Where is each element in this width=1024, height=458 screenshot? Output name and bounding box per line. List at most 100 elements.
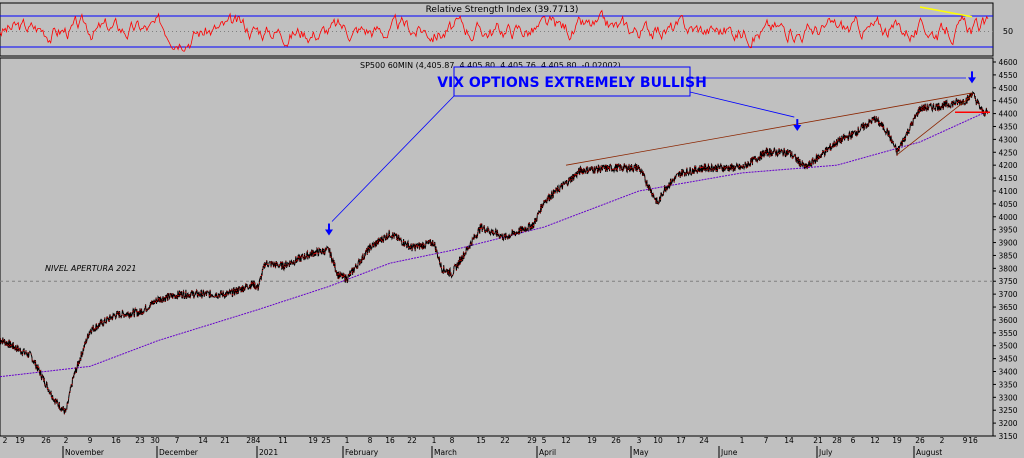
y-tick-label: 3800 [998, 264, 1017, 273]
x-month-label: November [65, 448, 105, 457]
rsi-panel: Relative Strength Index (39.7713) 50 [0, 2, 1013, 57]
x-tick-label: 3 [637, 436, 642, 445]
x-tick-label: 19 [892, 436, 902, 445]
x-tick-label: 24 [699, 436, 709, 445]
rsi-line [0, 9, 989, 52]
x-month-label: August [916, 448, 942, 457]
x-tick-label: 21 [220, 436, 230, 445]
x-axis-strip [0, 436, 993, 458]
arrow-head-icon [325, 229, 333, 236]
x-axis: 2 19 26 2 9 16 23 30 7 14 21 28 4 11 19 25 1 8 16 22 1 8 15 22 2… [0, 435, 993, 458]
y-tick-label: 3850 [998, 251, 1017, 260]
y-tick-label: 3650 [998, 303, 1017, 312]
x-tick-label: 12 [561, 436, 571, 445]
y-tick-label: 3350 [998, 380, 1017, 389]
x-tick-label: 14 [198, 436, 208, 445]
y-tick-label: 4350 [998, 122, 1017, 131]
x-month-label: March [434, 448, 457, 457]
y-tick-label: 3200 [998, 419, 1017, 428]
y-tick-label: 3450 [998, 355, 1017, 364]
y-tick-label: 4300 [998, 135, 1017, 144]
lower-trendline [896, 95, 973, 156]
price-y-axis: 4600 4550 4500 4450 4400 4350 4300 4250 4200 4150… [993, 58, 1018, 441]
y-tick-label: 3300 [998, 393, 1017, 402]
y-tick-label: 4100 [998, 187, 1017, 196]
rsi-title: Relative Strength Index (39.7713) [426, 5, 579, 15]
x-tick-label: 29 [527, 436, 537, 445]
rsi-trendline [919, 6, 973, 18]
x-tick-label: 2 [64, 436, 69, 445]
upper-trendline [565, 92, 973, 166]
x-tick-label: 7 [764, 436, 769, 445]
x-tick-label: 21 [813, 436, 823, 445]
x-tick-label: 26 [915, 436, 925, 445]
x-tick-label: 23 [135, 436, 145, 445]
y-tick-label: 4500 [998, 84, 1017, 93]
arrow-head-icon [793, 125, 802, 132]
y-tick-label: 3500 [998, 342, 1017, 351]
callout-leader-2 [689, 91, 795, 118]
y-tick-label: 3600 [998, 316, 1017, 325]
callout-box [453, 66, 691, 97]
x-month-label: February [345, 448, 379, 457]
y-tick-label: 4050 [998, 200, 1017, 209]
price-panel-frame [0, 57, 994, 437]
x-tick-label: 26 [41, 436, 51, 445]
x-tick-label: 15 [476, 436, 486, 445]
x-tick-label: 26 [611, 436, 621, 445]
x-tick-label: 19 [308, 436, 318, 445]
moving-average-line [0, 110, 989, 378]
x-tick-label: 16 [385, 436, 395, 445]
price-title: SP500 60MIN (4,405.87, 4,405.80, 4,405.7… [360, 61, 621, 70]
y-tick-label: 3150 [998, 432, 1017, 441]
x-month-label: June [720, 448, 738, 457]
annotation-arrows [325, 71, 976, 236]
x-tick-label: 25 [321, 436, 331, 445]
x-tick-label: 8 [450, 436, 455, 445]
y-tick-label: 4550 [998, 71, 1017, 80]
x-tick-label: 1 [345, 436, 350, 445]
price-line-red-overlay [0, 91, 989, 415]
y-tick-label: 4600 [998, 58, 1017, 67]
price-panel: SP500 60MIN (4,405.87, 4,405.80, 4,405.7… [0, 57, 1018, 441]
x-tick-label: 5 [542, 436, 547, 445]
x-tick-label: 19 [15, 436, 25, 445]
x-month-label: December [159, 448, 199, 457]
x-tick-label: 2 [3, 436, 8, 445]
x-tick-label: 14 [784, 436, 794, 445]
y-tick-label: 3400 [998, 368, 1017, 377]
x-tick-label: 12 [870, 436, 880, 445]
x-tick-label: 2 [940, 436, 945, 445]
x-tick-label: 16 [968, 436, 978, 445]
y-tick-label: 4150 [998, 174, 1017, 183]
x-tick-label: 30 [150, 436, 160, 445]
x-month-label: April [539, 448, 556, 457]
x-tick-label: 6 [851, 436, 856, 445]
y-tick-label: 4400 [998, 110, 1017, 119]
arrow-head-icon [968, 77, 976, 84]
x-tick-label: 10 [653, 436, 663, 445]
x-tick-label: 1 [432, 436, 437, 445]
x-tick-label: 17 [676, 436, 686, 445]
x-tick-label: 19 [587, 436, 597, 445]
y-tick-label: 3550 [998, 329, 1017, 338]
y-tick-label: 3950 [998, 226, 1017, 235]
x-tick-label: 22 [500, 436, 510, 445]
x-tick-label: 9 [963, 436, 968, 445]
x-tick-label: 9 [88, 436, 93, 445]
y-tick-label: 4450 [998, 97, 1017, 106]
x-tick-label: 8 [368, 436, 373, 445]
rsi-ytick-50: 50 [1003, 27, 1013, 36]
callout-leader-1 [331, 95, 455, 222]
open-2021-level-label: NIVEL APERTURA 2021 [45, 264, 136, 273]
y-tick-label: 4000 [998, 213, 1017, 222]
y-tick-label: 3250 [998, 406, 1017, 415]
y-tick-label: 4200 [998, 161, 1017, 170]
y-tick-label: 4250 [998, 148, 1017, 157]
x-tick-label: 28 [832, 436, 842, 445]
x-tick-label: 11 [278, 436, 288, 445]
x-month-label: 2021 [259, 448, 278, 457]
callout-text: VIX OPTIONS EXTREMELY BULLISH [437, 75, 707, 91]
x-tick-label: 4 [256, 436, 261, 445]
x-tick-label: 22 [407, 436, 417, 445]
